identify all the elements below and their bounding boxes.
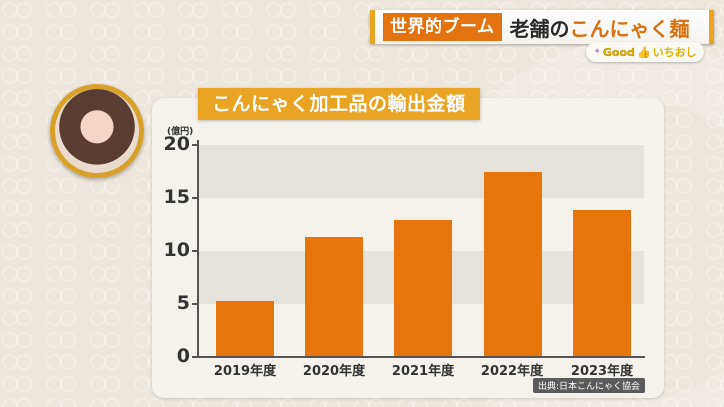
badge-good: Good bbox=[602, 45, 635, 59]
grid-band-15-20 bbox=[198, 145, 644, 198]
x-label-2022: 2022年度 bbox=[480, 364, 544, 379]
badge-ichioshi: いちおし bbox=[652, 46, 697, 59]
y-axis-unit: (億円) bbox=[167, 127, 194, 137]
bar-2019年度 bbox=[216, 300, 274, 357]
x-label-2021: 2021年度 bbox=[391, 364, 455, 379]
x-label-2020: 2020年度 bbox=[302, 364, 366, 379]
bar-2021年度 bbox=[394, 220, 452, 357]
y-tick-0: 0 bbox=[150, 345, 198, 367]
bar-2022年度 bbox=[484, 171, 542, 357]
x-label-2023: 2023年度 bbox=[570, 364, 634, 379]
bar-2020年度 bbox=[305, 237, 363, 357]
x-label-2019: 2019年度 bbox=[213, 364, 277, 379]
y-tick-15: 15 bbox=[150, 186, 198, 208]
source-credit: 出典:日本こんにゃく協会 bbox=[533, 378, 646, 393]
caption-banner: 世界的ブーム 老舗の こんにゃく麺 bbox=[370, 10, 714, 44]
thumbs-up-icon: 👍 bbox=[636, 45, 651, 59]
topic-tag: 世界的ブーム bbox=[383, 13, 502, 41]
y-tick-5: 5 bbox=[150, 292, 198, 314]
presenter-avatar bbox=[50, 84, 144, 178]
y-tick-10: 10 bbox=[150, 239, 198, 261]
caption-title-orange: こんにゃく麺 bbox=[569, 16, 690, 41]
y-tick-20: 20 bbox=[150, 133, 198, 155]
sparkle-icon: ✦ bbox=[593, 47, 601, 57]
good-ichioshi-badge: ✦ Good 👍 いちおし bbox=[586, 42, 704, 62]
chart-title: こんにゃく加工品の輸出金額 bbox=[198, 88, 480, 120]
bar-2023年度 bbox=[573, 209, 631, 357]
y-axis bbox=[197, 140, 199, 358]
x-axis bbox=[197, 356, 645, 358]
caption-title-dark: 老舗の bbox=[509, 16, 570, 41]
